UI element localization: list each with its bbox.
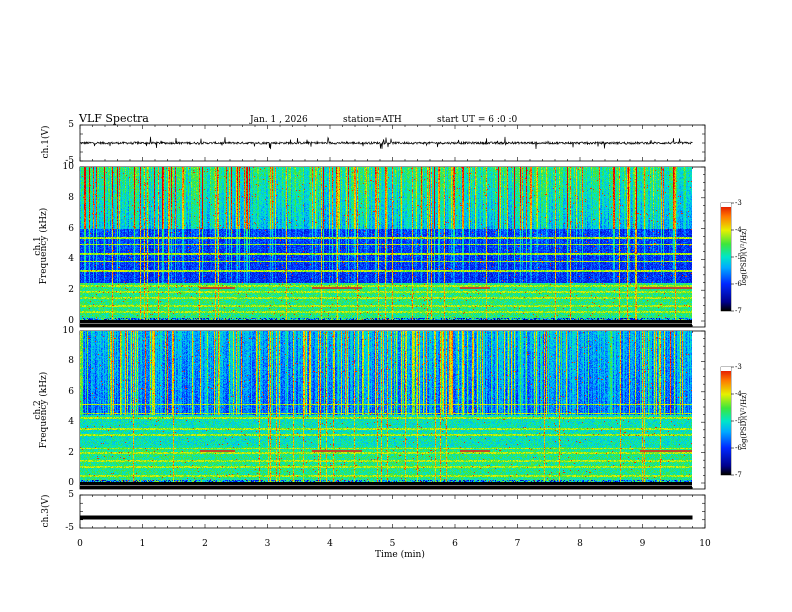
ch2-spec-ytick-label: 8 [68, 356, 74, 367]
ch2-spec-ytick-label: 2 [68, 447, 74, 458]
ch1-spec-ytick-label: 0 [68, 316, 74, 326]
ch2-spec-ytick-label: 10 [62, 326, 74, 336]
ch1-spec-ytick-label: 10 [62, 162, 74, 172]
ch1-waveform-line [80, 136, 693, 150]
ch1-spectrogram-canvas [80, 167, 692, 327]
x-tick-label: 0 [77, 539, 83, 549]
ch2-spectrogram-canvas [80, 331, 692, 489]
ch2-spec-ytick-label: 6 [68, 386, 74, 397]
ch1-ytick-label: 5 [68, 120, 74, 130]
ch2-colorbar [721, 367, 731, 475]
ch1-spec-ytick-label: 8 [68, 192, 74, 203]
colorbar-tick-label: -3 [735, 363, 742, 371]
ch3-ytick-label: 5 [68, 490, 74, 500]
colorbar-tick-label: -4 [735, 390, 742, 398]
colorbar-tick-label: -5 [735, 417, 742, 425]
ch2-spec-ytick-label: 0 [68, 478, 74, 488]
colorbar-tick-label: -7 [735, 471, 742, 479]
x-tick-label: 7 [514, 539, 521, 549]
ch3-waveform-ylabel: ch.3(V) [41, 494, 51, 528]
ch2-spectrogram-chlabel: ch.2 [33, 400, 43, 420]
x-tick-label: 5 [389, 539, 396, 549]
ch1-spec-ytick-label: 2 [68, 285, 74, 296]
station-label: station=ATH [343, 115, 402, 125]
ch1-ytick-label: -5 [65, 156, 74, 166]
colorbar-tick-label: -7 [735, 307, 742, 315]
panel-frame-4 [79, 494, 706, 529]
start-time-label: start UT = 6 :0 :0 [437, 115, 518, 125]
colorbar-tick-label: -5 [735, 253, 742, 261]
date-label: Jan. 1 , 2026 [250, 115, 308, 125]
ch1-colorbar [721, 203, 731, 311]
ch1-spec-ytick-label: 4 [68, 254, 74, 265]
colorbar-tick-label: -6 [735, 280, 742, 288]
x-tick-label: 2 [202, 539, 208, 549]
x-tick-label: 6 [452, 539, 458, 549]
x-axis-label: Time (min) [375, 550, 425, 560]
colorbar-tick-label: -6 [735, 444, 742, 452]
ch2-spec-ytick-label: 4 [68, 417, 74, 428]
chart-title: VLF Spectra [79, 112, 149, 125]
ch1-spec-ytick-label: 6 [68, 223, 74, 234]
x-tick-label: 10 [699, 539, 711, 549]
x-tick-label: 3 [264, 539, 271, 549]
ch3-ytick-label: -5 [65, 523, 74, 533]
ch1-waveform-ylabel: ch.1(V) [41, 125, 51, 159]
x-tick-label: 1 [139, 539, 146, 549]
x-tick-label: 8 [577, 539, 583, 549]
ch1-spectrogram-chlabel: ch.1 [33, 236, 43, 256]
colorbar-tick-label: -4 [735, 226, 742, 234]
x-tick-label: 9 [639, 539, 646, 549]
x-tick-label: 4 [327, 539, 333, 549]
colorbar-tick-label: -3 [735, 199, 742, 207]
